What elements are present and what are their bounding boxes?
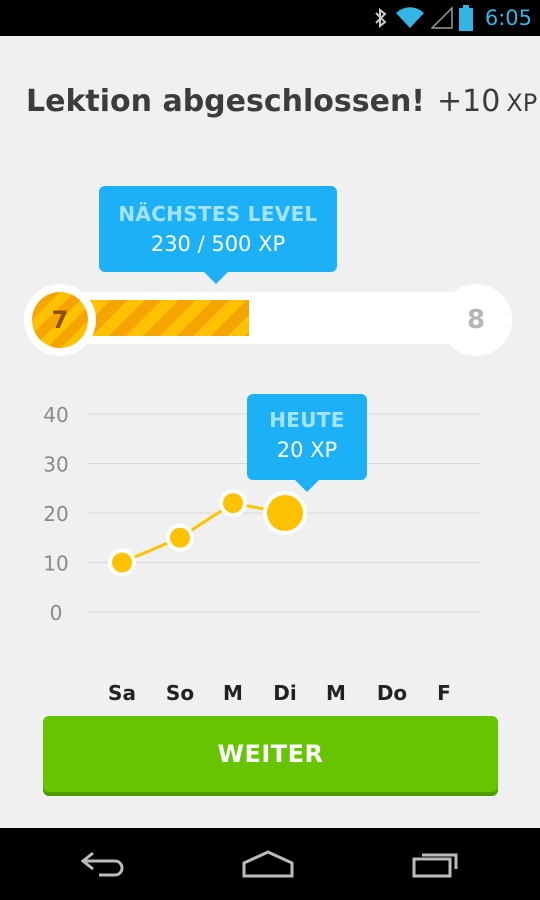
next-level-tooltip: NÄCHSTES LEVEL 230 / 500 XP (99, 186, 337, 284)
status-bar: 6:05 (0, 0, 540, 36)
bluetooth-icon (375, 7, 387, 29)
x-tick-label: Do (377, 681, 407, 705)
title-text: Lektion abgeschlossen! (26, 84, 425, 119)
today-xp: 20 XP (276, 438, 338, 462)
current-level-number: 7 (51, 306, 69, 334)
continue-button[interactable]: WEITER (43, 716, 498, 792)
y-tick-label: 30 (43, 453, 68, 477)
x-tick-label: F (437, 681, 451, 705)
x-tick-label: M (326, 681, 346, 705)
recent-apps-icon (412, 853, 458, 878)
current-level-coin: 7 (32, 292, 88, 348)
today-tooltip: HEUTE 20 XP (247, 394, 367, 492)
series-line (121, 501, 286, 564)
weekly-xp-chart: 40 30 20 10 0 Sa So M Di M Do F (43, 403, 480, 705)
wifi-icon (395, 7, 424, 29)
status-icons: 6:05 (373, 0, 532, 36)
data-point (223, 493, 243, 514)
next-level-badge: 8 (440, 284, 512, 356)
x-tick-label: Di (273, 681, 296, 705)
y-tick-label: 0 (50, 601, 63, 625)
signal-icon (430, 6, 453, 29)
home-icon (242, 850, 294, 878)
today-heading: HEUTE (269, 408, 345, 432)
recent-apps-button[interactable] (396, 842, 476, 886)
next-level-heading: NÄCHSTES LEVEL (118, 202, 318, 226)
y-tick-label: 10 (43, 552, 68, 576)
back-button[interactable] (64, 842, 144, 886)
x-tick-label: Sa (108, 681, 136, 705)
battery-icon (458, 5, 473, 31)
xp-gain: +10 (436, 84, 501, 119)
current-level-badge: 7 (24, 284, 96, 356)
y-tick-label: 20 (43, 502, 68, 526)
page-title: Lektion abgeschlossen! +10 XP (26, 84, 537, 119)
data-point (112, 552, 132, 573)
x-tick-label: M (223, 681, 243, 705)
continue-button-label: WEITER (217, 740, 324, 768)
back-icon (80, 851, 124, 877)
data-point (170, 527, 190, 548)
status-time: 6:05 (484, 6, 532, 30)
navigation-bar (0, 828, 540, 900)
today-point (267, 495, 303, 531)
lesson-complete-screen: Lektion abgeschlossen! +10 XP NÄCHSTES L… (0, 36, 540, 828)
next-level-number: 8 (466, 305, 486, 335)
y-tick-label: 40 (43, 403, 68, 427)
home-button[interactable] (228, 842, 308, 886)
xp-unit: XP (506, 89, 538, 117)
x-tick-label: So (166, 681, 194, 705)
next-level-progress: 230 / 500 XP (150, 232, 286, 256)
